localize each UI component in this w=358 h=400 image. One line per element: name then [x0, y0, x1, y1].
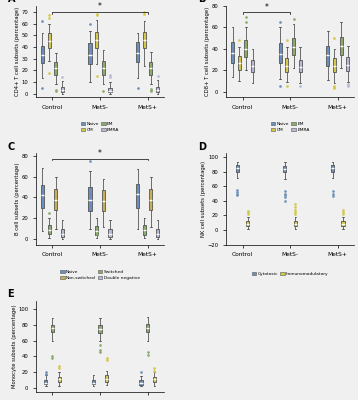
PathPatch shape — [346, 58, 349, 71]
PathPatch shape — [292, 38, 295, 55]
PathPatch shape — [88, 43, 92, 64]
Text: E: E — [8, 289, 14, 299]
PathPatch shape — [156, 229, 159, 237]
PathPatch shape — [146, 324, 149, 332]
PathPatch shape — [98, 325, 102, 333]
PathPatch shape — [136, 184, 139, 208]
Y-axis label: B cell subsets (percentage): B cell subsets (percentage) — [15, 163, 20, 235]
PathPatch shape — [326, 46, 329, 66]
PathPatch shape — [143, 32, 146, 48]
PathPatch shape — [41, 46, 44, 63]
Y-axis label: NK cell subsets (percentage): NK cell subsets (percentage) — [201, 161, 206, 237]
PathPatch shape — [44, 380, 47, 384]
PathPatch shape — [51, 325, 54, 332]
Text: A: A — [8, 0, 15, 4]
PathPatch shape — [95, 226, 98, 235]
Text: C: C — [8, 142, 15, 152]
PathPatch shape — [41, 185, 44, 208]
PathPatch shape — [251, 60, 254, 72]
PathPatch shape — [149, 62, 153, 75]
Text: B: B — [198, 0, 205, 4]
PathPatch shape — [285, 58, 289, 72]
PathPatch shape — [95, 32, 98, 48]
PathPatch shape — [331, 165, 334, 172]
PathPatch shape — [231, 42, 234, 63]
PathPatch shape — [153, 377, 156, 382]
PathPatch shape — [102, 190, 105, 211]
PathPatch shape — [58, 377, 61, 382]
Y-axis label: Monocyte subsets (percentage): Monocyte subsets (percentage) — [12, 305, 17, 388]
Legend: Naive, Non-switched, Switched, Double negative: Naive, Non-switched, Switched, Double ne… — [60, 270, 140, 280]
Legend: Naive, CM, EM, EMRA: Naive, CM, EM, EMRA — [81, 122, 119, 132]
PathPatch shape — [92, 380, 95, 384]
PathPatch shape — [294, 221, 297, 226]
PathPatch shape — [102, 61, 105, 75]
PathPatch shape — [61, 86, 64, 92]
PathPatch shape — [108, 229, 112, 237]
PathPatch shape — [88, 187, 92, 211]
Y-axis label: CD4+ T cell subsets (percentage): CD4+ T cell subsets (percentage) — [15, 7, 20, 96]
Text: *: * — [98, 149, 102, 158]
PathPatch shape — [279, 44, 282, 63]
Text: *: * — [98, 2, 102, 12]
Legend: Cytotoxic, Immunomodulatory: Cytotoxic, Immunomodulatory — [252, 272, 329, 276]
PathPatch shape — [61, 229, 64, 237]
PathPatch shape — [342, 221, 344, 226]
PathPatch shape — [54, 189, 57, 210]
PathPatch shape — [284, 166, 286, 172]
PathPatch shape — [333, 58, 336, 72]
PathPatch shape — [299, 60, 302, 72]
PathPatch shape — [105, 375, 108, 382]
PathPatch shape — [136, 42, 139, 62]
PathPatch shape — [108, 88, 112, 92]
PathPatch shape — [48, 225, 51, 234]
PathPatch shape — [238, 56, 241, 70]
PathPatch shape — [339, 37, 343, 55]
PathPatch shape — [149, 189, 153, 210]
PathPatch shape — [143, 225, 146, 235]
PathPatch shape — [245, 40, 247, 58]
Y-axis label: CD8+ T cell subsets (percentage): CD8+ T cell subsets (percentage) — [205, 7, 210, 96]
PathPatch shape — [48, 33, 51, 48]
PathPatch shape — [246, 221, 250, 226]
PathPatch shape — [236, 165, 239, 172]
PathPatch shape — [54, 62, 57, 75]
PathPatch shape — [139, 380, 142, 385]
Text: *: * — [265, 3, 268, 12]
PathPatch shape — [156, 86, 159, 92]
Legend: Naive, CM, EM, EMRA: Naive, CM, EM, EMRA — [271, 122, 310, 132]
Text: D: D — [198, 142, 206, 152]
